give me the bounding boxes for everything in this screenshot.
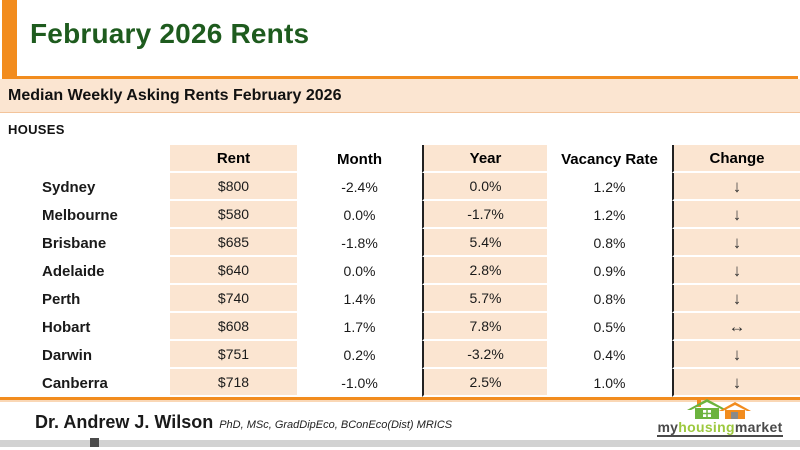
vacancy-rate-value: 0.4%: [593, 347, 626, 363]
rent-value: $740: [170, 285, 297, 313]
table-row: Adelaide $640 0.0% 2.8% 0.9% ↓: [0, 257, 800, 285]
year-change-value: -1.7%: [422, 201, 547, 229]
rent-value: $751: [170, 341, 297, 369]
change-cell: ↔: [672, 313, 800, 341]
city-label: Canberra: [42, 374, 108, 392]
header-city-spacer: [0, 145, 170, 173]
change-cell: ↓: [672, 201, 800, 229]
company-logo: myhousingmarket: [652, 398, 788, 438]
vacancy-rate-value: 0.8%: [593, 291, 626, 307]
down-arrow-icon: ↓: [732, 372, 742, 392]
table-header-row: Rent Month Year Vacancy Rate Change: [0, 145, 800, 173]
city-label: Melbourne: [42, 206, 118, 224]
month-change-value: 0.2%: [343, 347, 376, 363]
table-row: Perth $740 1.4% 5.7% 0.8% ↓: [0, 285, 800, 313]
city-label: Hobart: [42, 318, 91, 336]
down-arrow-icon: ↓: [732, 288, 742, 308]
logo-text-housing: housing: [678, 419, 735, 435]
rents-table: Rent Month Year Vacancy Rate Change Sydn…: [0, 145, 800, 400]
author-credentials: PhD, MSc, GradDipEco, BConEco(Dist) MRIC…: [219, 419, 453, 431]
page-title: February 2026 Rents: [30, 18, 310, 49]
month-change-value: 1.4%: [343, 291, 376, 307]
month-change-value: -1.8%: [341, 235, 378, 251]
table-row: Hobart $608 1.7% 7.8% 0.5% ↔: [0, 313, 800, 341]
table-row: Canberra $718 -1.0% 2.5% 1.0% ↓: [0, 369, 800, 397]
month-change-value: 0.0%: [343, 263, 376, 279]
month-change-value: -1.0%: [341, 375, 378, 391]
year-change-value: 5.7%: [422, 285, 547, 313]
city-label: Darwin: [42, 346, 93, 364]
header-divider: [2, 76, 798, 79]
vacancy-rate-value: 1.2%: [593, 207, 626, 223]
year-change-value: 0.0%: [422, 173, 547, 201]
year-change-value: 2.5%: [422, 369, 547, 397]
table-row: Darwin $751 0.2% -3.2% 0.4% ↓: [0, 341, 800, 369]
author-name: Dr. Andrew J. Wilson: [35, 412, 214, 432]
column-header-change: Change: [672, 145, 800, 173]
accent-bar: [2, 0, 17, 77]
change-cell: ↓: [672, 341, 800, 369]
vacancy-rate-value: 1.2%: [593, 179, 626, 195]
footer-author: Dr. Andrew J. Wilson PhD, MSc, GradDipEc…: [35, 412, 452, 433]
vacancy-rate-value: 1.0%: [593, 375, 626, 391]
subtitle-band: Median Weekly Asking Rents February 2026: [0, 79, 800, 113]
table-row: Brisbane $685 -1.8% 5.4% 0.8% ↓: [0, 229, 800, 257]
column-header-vacancy-rate: Vacancy Rate: [561, 150, 658, 168]
month-change-value: 1.7%: [343, 319, 376, 335]
year-change-value: 2.8%: [422, 257, 547, 285]
vacancy-rate-value: 0.5%: [593, 319, 626, 335]
city-label: Perth: [42, 290, 81, 308]
city-label: Sydney: [42, 178, 96, 196]
down-arrow-icon: ↓: [732, 176, 742, 196]
down-arrow-icon: ↓: [732, 232, 742, 252]
month-change-value: -2.4%: [341, 179, 378, 195]
logo-text-my: my: [657, 419, 679, 435]
month-change-value: 0.0%: [343, 207, 376, 223]
rents-table-body: Sydney $800 -2.4% 0.0% 1.2% ↓ Melbourne $580 0.0…: [0, 173, 800, 397]
change-cell: ↓: [672, 257, 800, 285]
rent-value: $800: [170, 173, 297, 201]
rent-value: $580: [170, 201, 297, 229]
down-arrow-icon: ↓: [732, 344, 742, 364]
subtitle-text: Median Weekly Asking Rents February 2026: [8, 86, 342, 104]
change-cell: ↓: [672, 369, 800, 397]
logo-wordmark: myhousingmarket: [657, 419, 783, 438]
progress-bar-track[interactable]: [0, 438, 800, 447]
column-header-rent: Rent: [170, 145, 297, 173]
city-label: Adelaide: [42, 262, 105, 280]
down-arrow-icon: ↓: [732, 260, 742, 280]
year-change-value: -3.2%: [422, 341, 547, 369]
section-label: HOUSES: [8, 122, 65, 137]
sideways-arrow-icon: ↔: [728, 316, 746, 336]
progress-bar-handle[interactable]: [90, 438, 99, 447]
vacancy-rate-value: 0.9%: [593, 263, 626, 279]
rent-value: $608: [170, 313, 297, 341]
houses-icon: [687, 399, 751, 419]
year-change-value: 7.8%: [422, 313, 547, 341]
vacancy-rate-value: 0.8%: [593, 235, 626, 251]
column-header-month: Month: [337, 150, 382, 168]
table-bottom-highlight: [0, 400, 800, 402]
change-cell: ↓: [672, 229, 800, 257]
column-header-year: Year: [422, 145, 547, 173]
rent-value: $640: [170, 257, 297, 285]
change-cell: ↓: [672, 173, 800, 201]
change-cell: ↓: [672, 285, 800, 313]
rent-value: $718: [170, 369, 297, 397]
table-row: Sydney $800 -2.4% 0.0% 1.2% ↓: [0, 173, 800, 201]
city-label: Brisbane: [42, 234, 107, 252]
rent-value: $685: [170, 229, 297, 257]
year-change-value: 5.4%: [422, 229, 547, 257]
down-arrow-icon: ↓: [732, 204, 742, 224]
logo-text-market: market: [734, 419, 783, 435]
table-row: Melbourne $580 0.0% -1.7% 1.2% ↓: [0, 201, 800, 229]
